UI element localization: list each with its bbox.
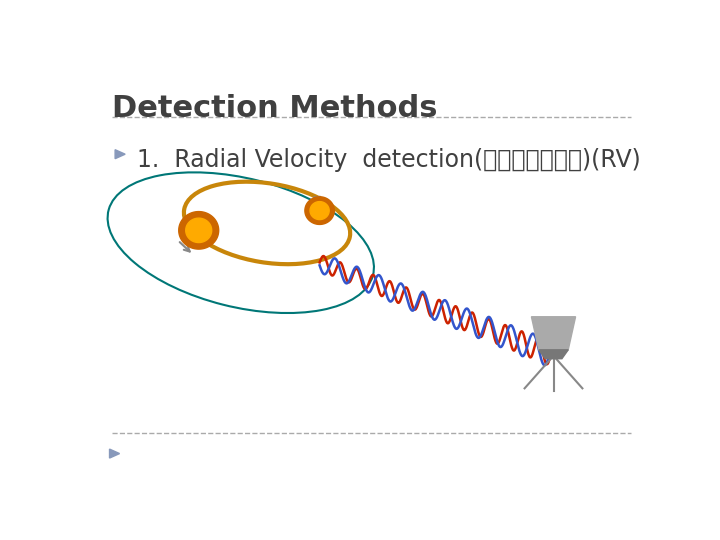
Polygon shape [539,350,568,359]
Polygon shape [310,201,329,220]
Polygon shape [115,150,125,159]
Text: Doppler Shift: Doppler Shift [168,358,251,368]
Text: due to Stellar Wobble: due to Stellar Wobble [142,383,277,393]
Text: Unseen planet: Unseen planet [414,188,485,198]
Polygon shape [305,197,334,225]
Text: Detection Methods: Detection Methods [112,94,438,123]
Polygon shape [109,449,120,458]
Polygon shape [179,212,219,249]
Polygon shape [531,317,575,350]
Polygon shape [186,218,212,242]
Text: 1.  Radial Velocity  detection(徑向速度測量法)(RV): 1. Radial Velocity detection(徑向速度測量法)(RV… [138,148,642,172]
